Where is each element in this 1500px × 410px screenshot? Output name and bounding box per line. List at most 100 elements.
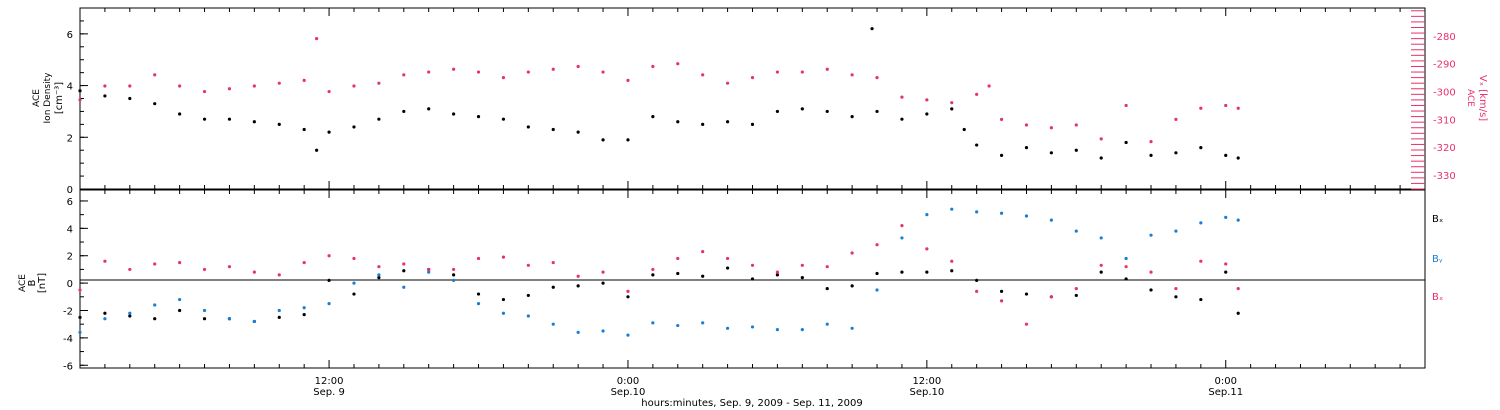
bz-point bbox=[1224, 262, 1228, 266]
density-point bbox=[153, 102, 157, 106]
bz-point bbox=[103, 259, 107, 263]
bz-point bbox=[626, 289, 630, 293]
bx-point bbox=[1199, 297, 1203, 302]
density-point bbox=[870, 27, 874, 31]
bx-point bbox=[1074, 293, 1078, 298]
top-ytick-label: 0 bbox=[67, 185, 73, 196]
bx-point bbox=[128, 314, 132, 318]
bz-point bbox=[725, 256, 730, 261]
bz-point bbox=[800, 263, 804, 267]
density-point bbox=[178, 112, 182, 116]
bx-point bbox=[775, 273, 780, 277]
bx-point bbox=[676, 271, 680, 276]
legend-bx: Bₓ bbox=[1432, 214, 1443, 225]
bx-point bbox=[999, 289, 1004, 293]
density-point bbox=[900, 117, 904, 121]
bx-point bbox=[277, 315, 281, 319]
bz-point bbox=[975, 289, 979, 293]
by-point bbox=[725, 326, 730, 330]
bz-point bbox=[701, 250, 705, 254]
vx-point bbox=[1224, 103, 1228, 108]
bz-point bbox=[277, 273, 281, 277]
bz-point bbox=[999, 299, 1004, 303]
vx-point bbox=[1074, 123, 1078, 127]
vx-point bbox=[1174, 117, 1178, 121]
bx-point bbox=[153, 317, 157, 321]
bottom-ylabel-line1: ACE bbox=[18, 274, 28, 292]
density-point bbox=[1074, 148, 1078, 152]
top-ytick-label: 6 bbox=[67, 30, 73, 41]
x-axis-title: hours:minutes, Sep. 9, 2009 - Sep. 11, 2… bbox=[641, 398, 862, 409]
top-ytick-label: 2 bbox=[67, 133, 73, 144]
bz-point bbox=[925, 247, 929, 251]
density-point bbox=[551, 127, 555, 132]
by-point bbox=[352, 281, 356, 285]
vx-point bbox=[701, 73, 705, 77]
by-point bbox=[178, 297, 182, 302]
density-point bbox=[1174, 151, 1178, 155]
bottom-ytick-label: 6 bbox=[67, 197, 73, 208]
density-point bbox=[1199, 146, 1203, 150]
bz-point bbox=[750, 263, 755, 267]
bx-point bbox=[900, 270, 904, 274]
top-ylabel-line3: [cm⁻³] bbox=[54, 82, 65, 114]
by-point bbox=[875, 288, 879, 292]
bx-point bbox=[103, 311, 107, 315]
bx-point bbox=[800, 276, 804, 280]
bx-point bbox=[1099, 270, 1103, 274]
by-point bbox=[202, 308, 207, 313]
by-point bbox=[78, 330, 82, 334]
density-point bbox=[103, 94, 107, 98]
density-point bbox=[601, 138, 605, 142]
top-y2tick-label: -300 bbox=[1433, 88, 1456, 99]
legend-bz: Bₓ bbox=[1432, 292, 1443, 303]
by-point bbox=[1224, 215, 1228, 219]
vx-point bbox=[252, 84, 256, 88]
by-point bbox=[1099, 236, 1103, 240]
density-point bbox=[962, 127, 966, 132]
bx-point bbox=[601, 281, 605, 285]
bz-point bbox=[327, 254, 331, 258]
density-point bbox=[626, 138, 630, 142]
vx-point bbox=[78, 98, 82, 102]
density-point bbox=[315, 148, 319, 152]
bx-point bbox=[327, 278, 331, 282]
xtick-date-label: Sep.11 bbox=[1208, 387, 1243, 398]
vx-point bbox=[1199, 106, 1203, 110]
bx-point bbox=[452, 273, 456, 277]
density-point bbox=[975, 143, 979, 147]
density-point bbox=[1099, 156, 1103, 160]
vx-point bbox=[302, 78, 306, 82]
vx-point bbox=[1236, 106, 1240, 110]
bz-point bbox=[1049, 295, 1053, 299]
vx-point bbox=[950, 101, 954, 105]
by-point bbox=[501, 311, 506, 315]
xtick-date-label: Sep. 9 bbox=[313, 387, 345, 398]
by-point bbox=[1149, 233, 1153, 237]
bz-point bbox=[676, 256, 680, 261]
bx-point bbox=[202, 317, 207, 321]
top-y2tick-label: -310 bbox=[1433, 115, 1456, 126]
density-point bbox=[800, 107, 804, 111]
density-point bbox=[775, 109, 780, 114]
xtick-time-label: 0:00 bbox=[617, 376, 639, 387]
by-point bbox=[1236, 218, 1240, 222]
bx-point bbox=[551, 285, 555, 289]
xtick-date-label: Sep.10 bbox=[909, 387, 944, 398]
bz-point bbox=[526, 263, 530, 267]
vx-point bbox=[576, 64, 580, 69]
by-point bbox=[476, 302, 481, 306]
legend-by: Bᵧ bbox=[1432, 254, 1443, 265]
bx-point bbox=[1236, 311, 1240, 315]
by-point bbox=[651, 321, 655, 325]
top-y2label: Vₓ [km/s] bbox=[1477, 75, 1488, 121]
by-point bbox=[775, 328, 780, 332]
density-point bbox=[825, 109, 829, 114]
by-point bbox=[551, 322, 555, 326]
vx-point bbox=[925, 98, 929, 102]
bx-point bbox=[825, 286, 829, 291]
vx-point bbox=[202, 89, 207, 94]
bz-point bbox=[1074, 286, 1078, 291]
by-point bbox=[950, 207, 954, 211]
vx-point bbox=[1024, 123, 1029, 127]
